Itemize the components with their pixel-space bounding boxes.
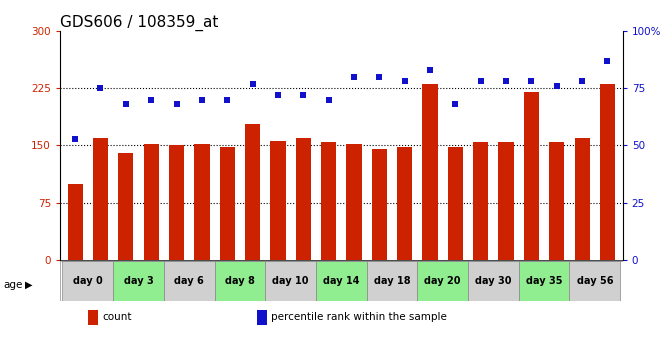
Text: day 20: day 20 xyxy=(424,276,461,286)
Text: percentile rank within the sample: percentile rank within the sample xyxy=(271,312,447,322)
Bar xyxy=(422,85,438,260)
Bar xyxy=(144,144,159,260)
Bar xyxy=(316,260,367,300)
Point xyxy=(602,58,613,63)
Bar xyxy=(524,92,539,260)
Text: day 14: day 14 xyxy=(323,276,360,286)
Bar xyxy=(498,141,513,260)
Text: ▶: ▶ xyxy=(25,280,33,289)
Bar xyxy=(257,310,267,325)
Bar xyxy=(372,149,387,260)
Point xyxy=(349,74,360,80)
Bar xyxy=(113,260,164,300)
Point xyxy=(298,92,308,98)
Bar xyxy=(448,147,463,260)
Text: day 35: day 35 xyxy=(526,276,562,286)
Bar xyxy=(265,260,316,300)
Bar xyxy=(220,147,235,260)
Text: day 18: day 18 xyxy=(374,276,410,286)
Point xyxy=(577,79,587,84)
Bar xyxy=(346,144,362,260)
Bar xyxy=(169,146,184,260)
Point xyxy=(425,67,436,73)
Bar xyxy=(367,260,418,300)
Point xyxy=(400,79,410,84)
Point xyxy=(95,86,106,91)
Bar xyxy=(164,260,214,300)
Text: day 30: day 30 xyxy=(475,276,511,286)
Point xyxy=(526,79,537,84)
Text: day 3: day 3 xyxy=(124,276,153,286)
Bar xyxy=(473,141,488,260)
Point xyxy=(146,97,157,102)
Bar xyxy=(418,260,468,300)
Point xyxy=(374,74,385,80)
Bar xyxy=(397,147,412,260)
Bar xyxy=(63,260,113,300)
Text: day 56: day 56 xyxy=(577,276,613,286)
Text: age: age xyxy=(3,280,23,289)
Bar xyxy=(119,153,133,260)
Text: day 6: day 6 xyxy=(174,276,204,286)
Bar xyxy=(245,124,260,260)
Bar xyxy=(569,260,620,300)
Bar xyxy=(270,141,286,260)
Point xyxy=(551,83,562,89)
Bar xyxy=(519,260,569,300)
Bar xyxy=(194,144,210,260)
Bar xyxy=(600,85,615,260)
Text: count: count xyxy=(102,312,132,322)
Text: day 8: day 8 xyxy=(225,276,255,286)
Point xyxy=(272,92,283,98)
Point xyxy=(70,136,81,141)
Bar xyxy=(93,138,108,260)
Bar xyxy=(575,138,590,260)
Point xyxy=(171,101,182,107)
Point xyxy=(476,79,486,84)
Text: GDS606 / 108359_at: GDS606 / 108359_at xyxy=(60,15,218,31)
Point xyxy=(196,97,207,102)
Point xyxy=(121,101,131,107)
Point xyxy=(222,97,232,102)
Bar xyxy=(214,260,265,300)
Point xyxy=(323,97,334,102)
Text: day 10: day 10 xyxy=(272,276,309,286)
Bar xyxy=(88,310,98,325)
Bar xyxy=(549,141,564,260)
Point xyxy=(450,101,461,107)
Point xyxy=(247,81,258,86)
Point xyxy=(501,79,511,84)
Text: day 0: day 0 xyxy=(73,276,103,286)
Bar xyxy=(468,260,519,300)
Bar xyxy=(321,141,336,260)
Bar xyxy=(67,184,83,260)
Bar xyxy=(296,138,311,260)
